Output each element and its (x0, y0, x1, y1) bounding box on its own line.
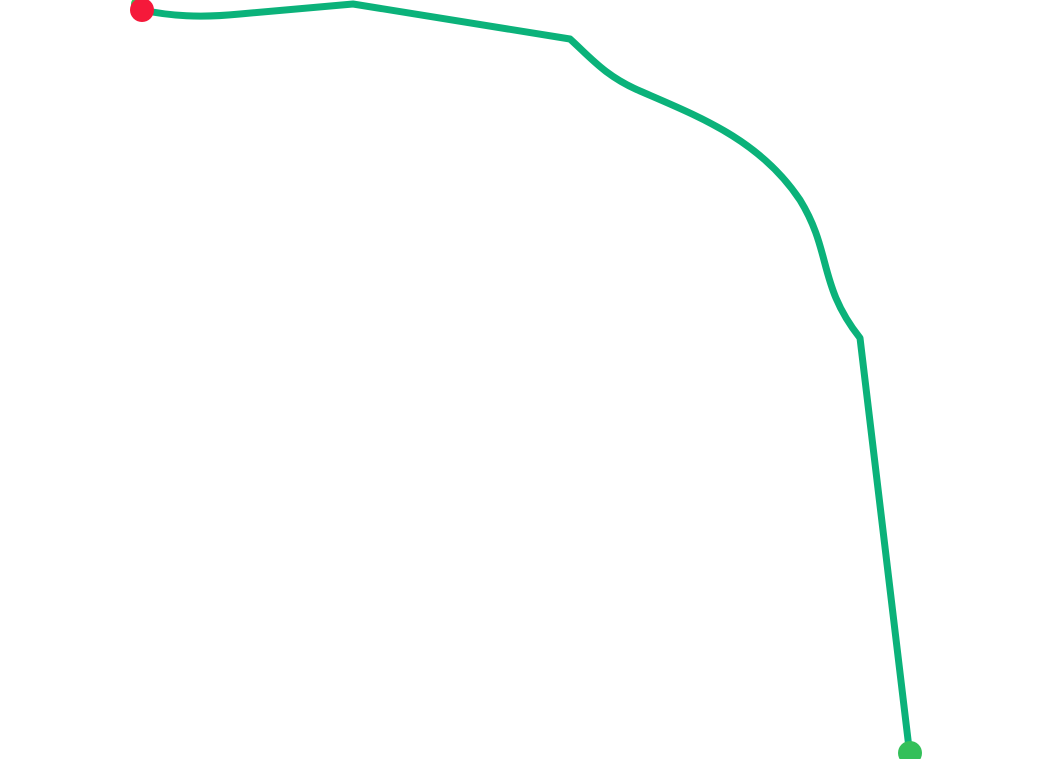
route-line (138, 0, 913, 752)
destination-marker[interactable] (898, 741, 922, 759)
origin-marker[interactable] (130, 0, 154, 22)
